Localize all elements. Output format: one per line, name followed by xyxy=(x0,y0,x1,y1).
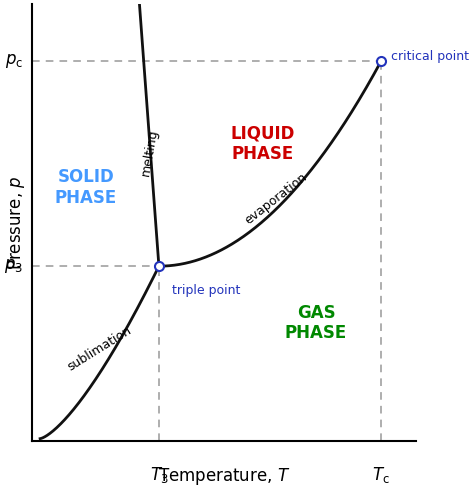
Text: evaporation: evaporation xyxy=(242,170,310,227)
Text: melting: melting xyxy=(139,128,160,177)
Text: $p_\mathrm{c}$: $p_\mathrm{c}$ xyxy=(5,52,23,70)
Text: $T_\mathrm{c}$: $T_\mathrm{c}$ xyxy=(372,465,390,485)
Text: triple point: triple point xyxy=(173,284,241,297)
Text: $p_3$: $p_3$ xyxy=(4,257,23,275)
Text: LIQUID
PHASE: LIQUID PHASE xyxy=(230,125,294,164)
Text: SOLID
PHASE: SOLID PHASE xyxy=(55,168,117,207)
Text: critical point: critical point xyxy=(391,50,469,63)
Text: GAS
PHASE: GAS PHASE xyxy=(285,303,347,342)
Text: $T_3$: $T_3$ xyxy=(150,465,168,485)
Text: sublimation: sublimation xyxy=(65,324,134,374)
X-axis label: Temperature, $T$: Temperature, $T$ xyxy=(158,466,290,487)
Y-axis label: Pressure, $p$: Pressure, $p$ xyxy=(6,175,27,270)
